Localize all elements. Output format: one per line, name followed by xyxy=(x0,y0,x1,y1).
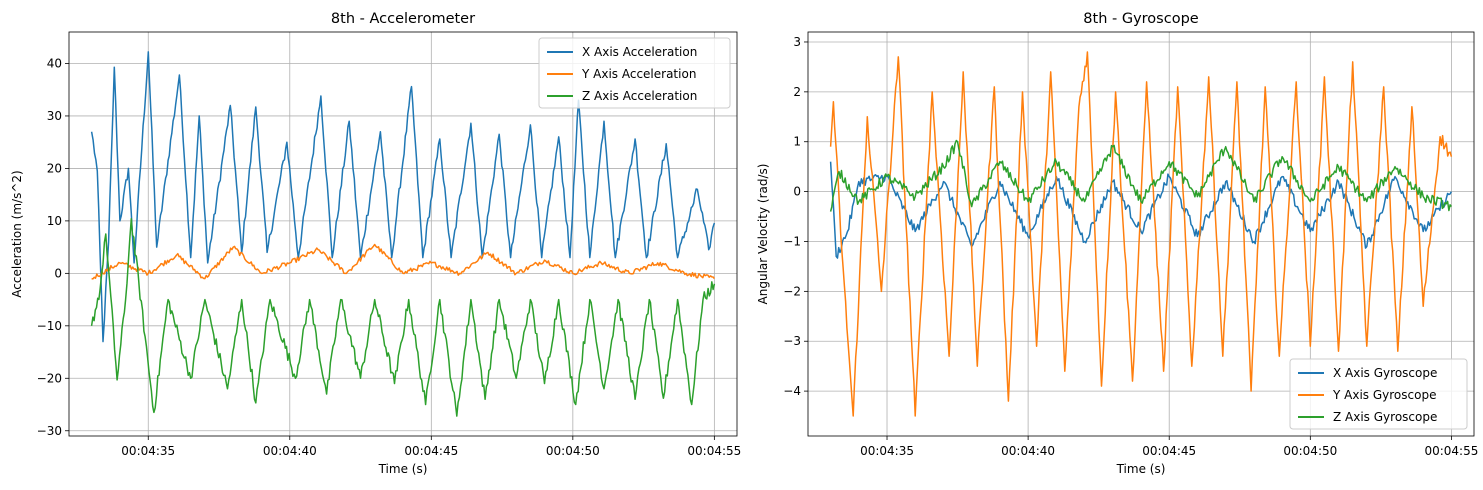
y-tick-label: 0 xyxy=(793,185,801,199)
x-tick-label: 00:04:35 xyxy=(860,444,914,458)
y-tick-label: −20 xyxy=(37,371,62,385)
x-tick-label: 00:04:50 xyxy=(546,444,600,458)
y-axis-label: Acceleration (m/s^2) xyxy=(10,170,24,297)
legend: X Axis Gyroscope Y Axis Gyroscope Z Axis G… xyxy=(1289,358,1468,430)
y-tick-label: 0 xyxy=(54,266,62,280)
series-line-z-axis-acceleration xyxy=(90,218,716,417)
y-tick-label: −4 xyxy=(783,384,801,398)
legend-label: Y Axis Acceleration xyxy=(581,67,696,81)
series-line-y-axis-gyroscope xyxy=(829,51,1453,417)
legend-label: X Axis Gyroscope xyxy=(1333,366,1437,380)
y-axis-label: Angular Velocity (rad/s) xyxy=(756,164,770,305)
y-tick-label: −3 xyxy=(783,334,801,348)
y-tick-label: −10 xyxy=(37,319,62,333)
series-lines xyxy=(90,51,716,417)
legend: X Axis Acceleration Y Axis Acceleration Z … xyxy=(538,37,731,109)
legend-label: Z Axis Acceleration xyxy=(582,89,697,103)
chart-title: 8th - Gyroscope xyxy=(1083,11,1198,27)
x-axis-label: Time (s) xyxy=(1116,462,1166,476)
x-tick-label: 00:04:40 xyxy=(1001,444,1055,458)
y-tick-label: 10 xyxy=(47,214,62,228)
y-tick-label: −1 xyxy=(783,234,801,248)
y-tick-label: −30 xyxy=(37,424,62,438)
series-line-z-axis-gyroscope xyxy=(829,139,1453,212)
y-tick-label: 20 xyxy=(47,161,62,175)
plot-frame xyxy=(68,31,738,437)
x-tick-label: 00:04:45 xyxy=(404,444,458,458)
y-tick-label: 40 xyxy=(47,56,62,70)
x-tick-label: 00:04:50 xyxy=(1283,444,1337,458)
series-lines xyxy=(829,51,1453,417)
x-axis-label: Time (s) xyxy=(378,462,428,476)
x-tick-label: 00:04:40 xyxy=(263,444,317,458)
grid xyxy=(69,32,737,436)
x-tick-label: 00:04:55 xyxy=(687,444,741,458)
accelerometer-chart: 00:04:35 00:04:40 00:04:45 00:04:50 00:04:55… xyxy=(10,11,741,476)
x-tick-label: 00:04:55 xyxy=(1424,444,1478,458)
series-line-x-axis-gyroscope xyxy=(829,161,1453,259)
legend-box xyxy=(538,37,731,109)
plot-frame xyxy=(807,31,1475,437)
legend-label: X Axis Acceleration xyxy=(582,45,697,59)
legend-box xyxy=(1289,358,1468,430)
grid xyxy=(808,32,1474,436)
gyroscope-chart: 00:04:35 00:04:40 00:04:45 00:04:50 00:04:55… xyxy=(756,11,1478,476)
chart-title: 8th - Accelerometer xyxy=(331,11,475,27)
x-tick-label: 00:04:45 xyxy=(1142,444,1196,458)
y-tick-label: 30 xyxy=(47,109,62,123)
y-tick-label: 3 xyxy=(793,35,801,49)
series-line-y-axis-acceleration xyxy=(91,243,715,280)
series-line-x-axis-acceleration xyxy=(90,51,716,343)
y-tick-label: 2 xyxy=(793,85,801,99)
x-tick-label: 00:04:35 xyxy=(121,444,175,458)
legend-label: Y Axis Gyroscope xyxy=(1332,388,1436,402)
legend-label: Z Axis Gyroscope xyxy=(1333,410,1437,424)
y-tick-label: 1 xyxy=(793,135,801,149)
y-tick-label: −2 xyxy=(783,284,801,298)
